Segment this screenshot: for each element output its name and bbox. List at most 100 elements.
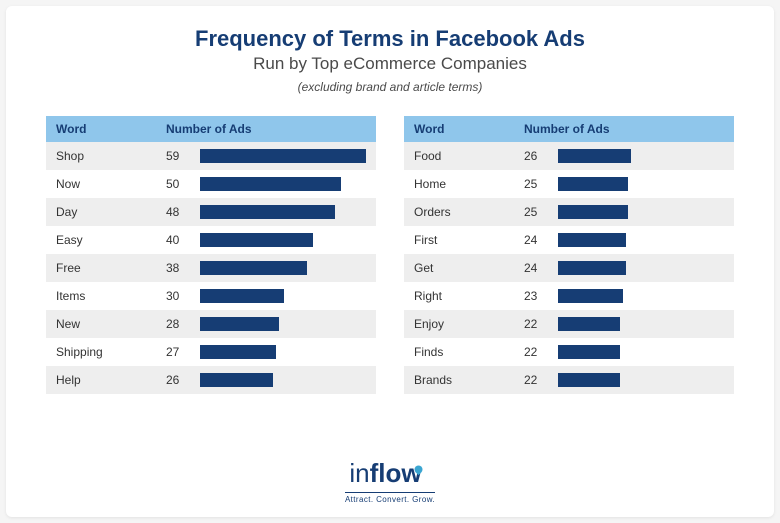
cell-count: 26 [524, 149, 558, 163]
table-row: First24 [404, 226, 734, 254]
cell-count: 22 [524, 317, 558, 331]
table-row: Finds22 [404, 338, 734, 366]
header-word: Word [56, 122, 166, 136]
cell-bar [200, 345, 366, 359]
cell-bar [558, 149, 724, 163]
bar [558, 345, 620, 359]
cell-bar [558, 373, 724, 387]
table-row: Items30 [46, 282, 376, 310]
cell-word: Brands [414, 373, 524, 387]
bar [200, 233, 313, 247]
table-row: New28 [46, 310, 376, 338]
cell-word: Orders [414, 205, 524, 219]
tables-container: WordNumber of AdsShop59Now50Day48Easy40F… [46, 116, 734, 394]
cell-bar [200, 149, 366, 163]
cell-count: 26 [166, 373, 200, 387]
cell-count: 59 [166, 149, 200, 163]
bar [558, 149, 631, 163]
cell-bar [200, 317, 366, 331]
logo-part1: in [349, 458, 369, 489]
cell-bar [558, 289, 724, 303]
cell-word: Home [414, 177, 524, 191]
table-row: Free38 [46, 254, 376, 282]
table-header: WordNumber of Ads [404, 116, 734, 142]
table-row: Easy40 [46, 226, 376, 254]
cell-bar [200, 261, 366, 275]
cell-word: Right [414, 289, 524, 303]
cell-count: 23 [524, 289, 558, 303]
header-word: Word [414, 122, 524, 136]
header-count: Number of Ads [524, 122, 610, 136]
bar [200, 373, 273, 387]
chart-title: Frequency of Terms in Facebook Ads [46, 26, 734, 52]
bar [200, 289, 284, 303]
cell-word: Items [56, 289, 166, 303]
table-right: WordNumber of AdsFood26Home25Orders25Fir… [404, 116, 734, 394]
cell-count: 25 [524, 205, 558, 219]
cell-bar [200, 289, 366, 303]
cell-bar [558, 261, 724, 275]
footer: inflow Attract. Convert. Grow. [6, 458, 774, 507]
cell-bar [200, 233, 366, 247]
table-row: Day48 [46, 198, 376, 226]
bar [200, 261, 307, 275]
cell-count: 22 [524, 373, 558, 387]
bar [558, 177, 628, 191]
table-row: Home25 [404, 170, 734, 198]
bar [558, 261, 626, 275]
cell-count: 40 [166, 233, 200, 247]
table-row: Shop59 [46, 142, 376, 170]
bar [558, 373, 620, 387]
header-count: Number of Ads [166, 122, 252, 136]
table-row: Enjoy22 [404, 310, 734, 338]
bar [200, 345, 276, 359]
bar [200, 177, 341, 191]
cell-count: 27 [166, 345, 200, 359]
cell-bar [558, 317, 724, 331]
cell-count: 30 [166, 289, 200, 303]
cell-word: Shipping [56, 345, 166, 359]
cell-count: 24 [524, 233, 558, 247]
table-row: Food26 [404, 142, 734, 170]
bar [200, 317, 279, 331]
table-header: WordNumber of Ads [46, 116, 376, 142]
chart-note: (excluding brand and article terms) [46, 80, 734, 94]
cell-count: 24 [524, 261, 558, 275]
cell-word: First [414, 233, 524, 247]
cell-count: 22 [524, 345, 558, 359]
cell-count: 38 [166, 261, 200, 275]
bar [558, 205, 628, 219]
table-row: Now50 [46, 170, 376, 198]
cell-word: Get [414, 261, 524, 275]
cell-count: 28 [166, 317, 200, 331]
logo-part2: flow [370, 458, 422, 489]
table-row: Right23 [404, 282, 734, 310]
cell-count: 48 [166, 205, 200, 219]
cell-bar [200, 177, 366, 191]
table-row: Orders25 [404, 198, 734, 226]
cell-bar [558, 205, 724, 219]
bar [200, 149, 366, 163]
cell-word: Easy [56, 233, 166, 247]
table-row: Get24 [404, 254, 734, 282]
table-left: WordNumber of AdsShop59Now50Day48Easy40F… [46, 116, 376, 394]
cell-word: Help [56, 373, 166, 387]
chart-card: Frequency of Terms in Facebook Ads Run b… [6, 6, 774, 517]
chart-subtitle: Run by Top eCommerce Companies [46, 54, 734, 74]
cell-word: New [56, 317, 166, 331]
cell-bar [558, 345, 724, 359]
bar [558, 233, 626, 247]
bar [200, 205, 335, 219]
bar [558, 317, 620, 331]
cell-bar [200, 373, 366, 387]
logo: inflow [349, 458, 430, 489]
cell-word: Shop [56, 149, 166, 163]
cell-word: Enjoy [414, 317, 524, 331]
cell-bar [558, 233, 724, 247]
table-row: Shipping27 [46, 338, 376, 366]
cell-word: Finds [414, 345, 524, 359]
cell-bar [200, 205, 366, 219]
cell-word: Now [56, 177, 166, 191]
tagline: Attract. Convert. Grow. [345, 492, 435, 504]
cell-word: Day [56, 205, 166, 219]
